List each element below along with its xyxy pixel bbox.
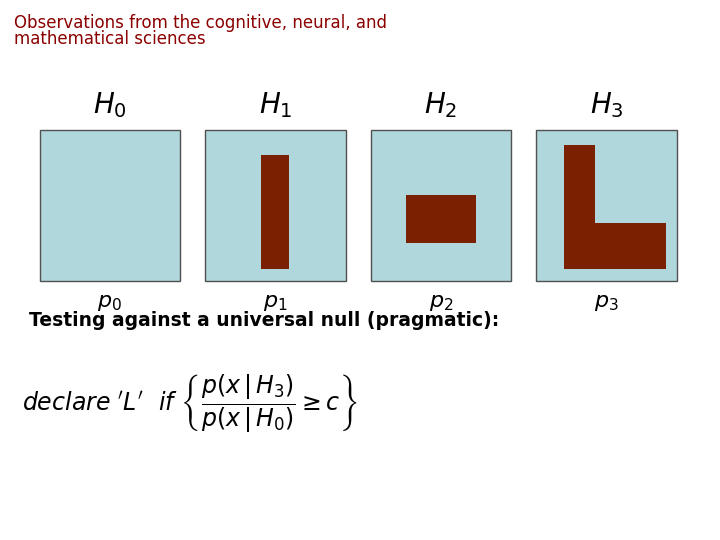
Text: Observations from the cognitive, neural, and: Observations from the cognitive, neural,… [14,14,387,31]
Text: $p_3$: $p_3$ [594,291,619,313]
Bar [40,130,180,281]
Bar [564,224,665,269]
Text: $H_1$: $H_1$ [258,90,292,120]
Bar [371,130,511,281]
Text: $H_2$: $H_2$ [424,90,458,120]
Bar [205,130,346,281]
Text: mathematical sciences: mathematical sciences [14,30,206,48]
Text: Testing against a universal null (pragmatic):: Testing against a universal null (pragma… [29,310,499,329]
Text: $H_3$: $H_3$ [590,90,624,120]
Bar [261,156,289,269]
Text: $\mathit{declare}\ \mathit{'L'}\ \ \mathit{if}\ \left\{\dfrac{p(x\,|\,H_3)}{p(x\: $\mathit{declare}\ \mathit{'L'}\ \ \math… [22,373,357,435]
Bar [536,130,677,281]
Bar [564,145,595,269]
Text: $p_0$: $p_0$ [97,291,122,313]
Text: $H_0$: $H_0$ [93,90,127,120]
Text: $p_2$: $p_2$ [429,291,453,313]
Bar [406,194,476,243]
Text: $p_1$: $p_1$ [263,291,288,313]
